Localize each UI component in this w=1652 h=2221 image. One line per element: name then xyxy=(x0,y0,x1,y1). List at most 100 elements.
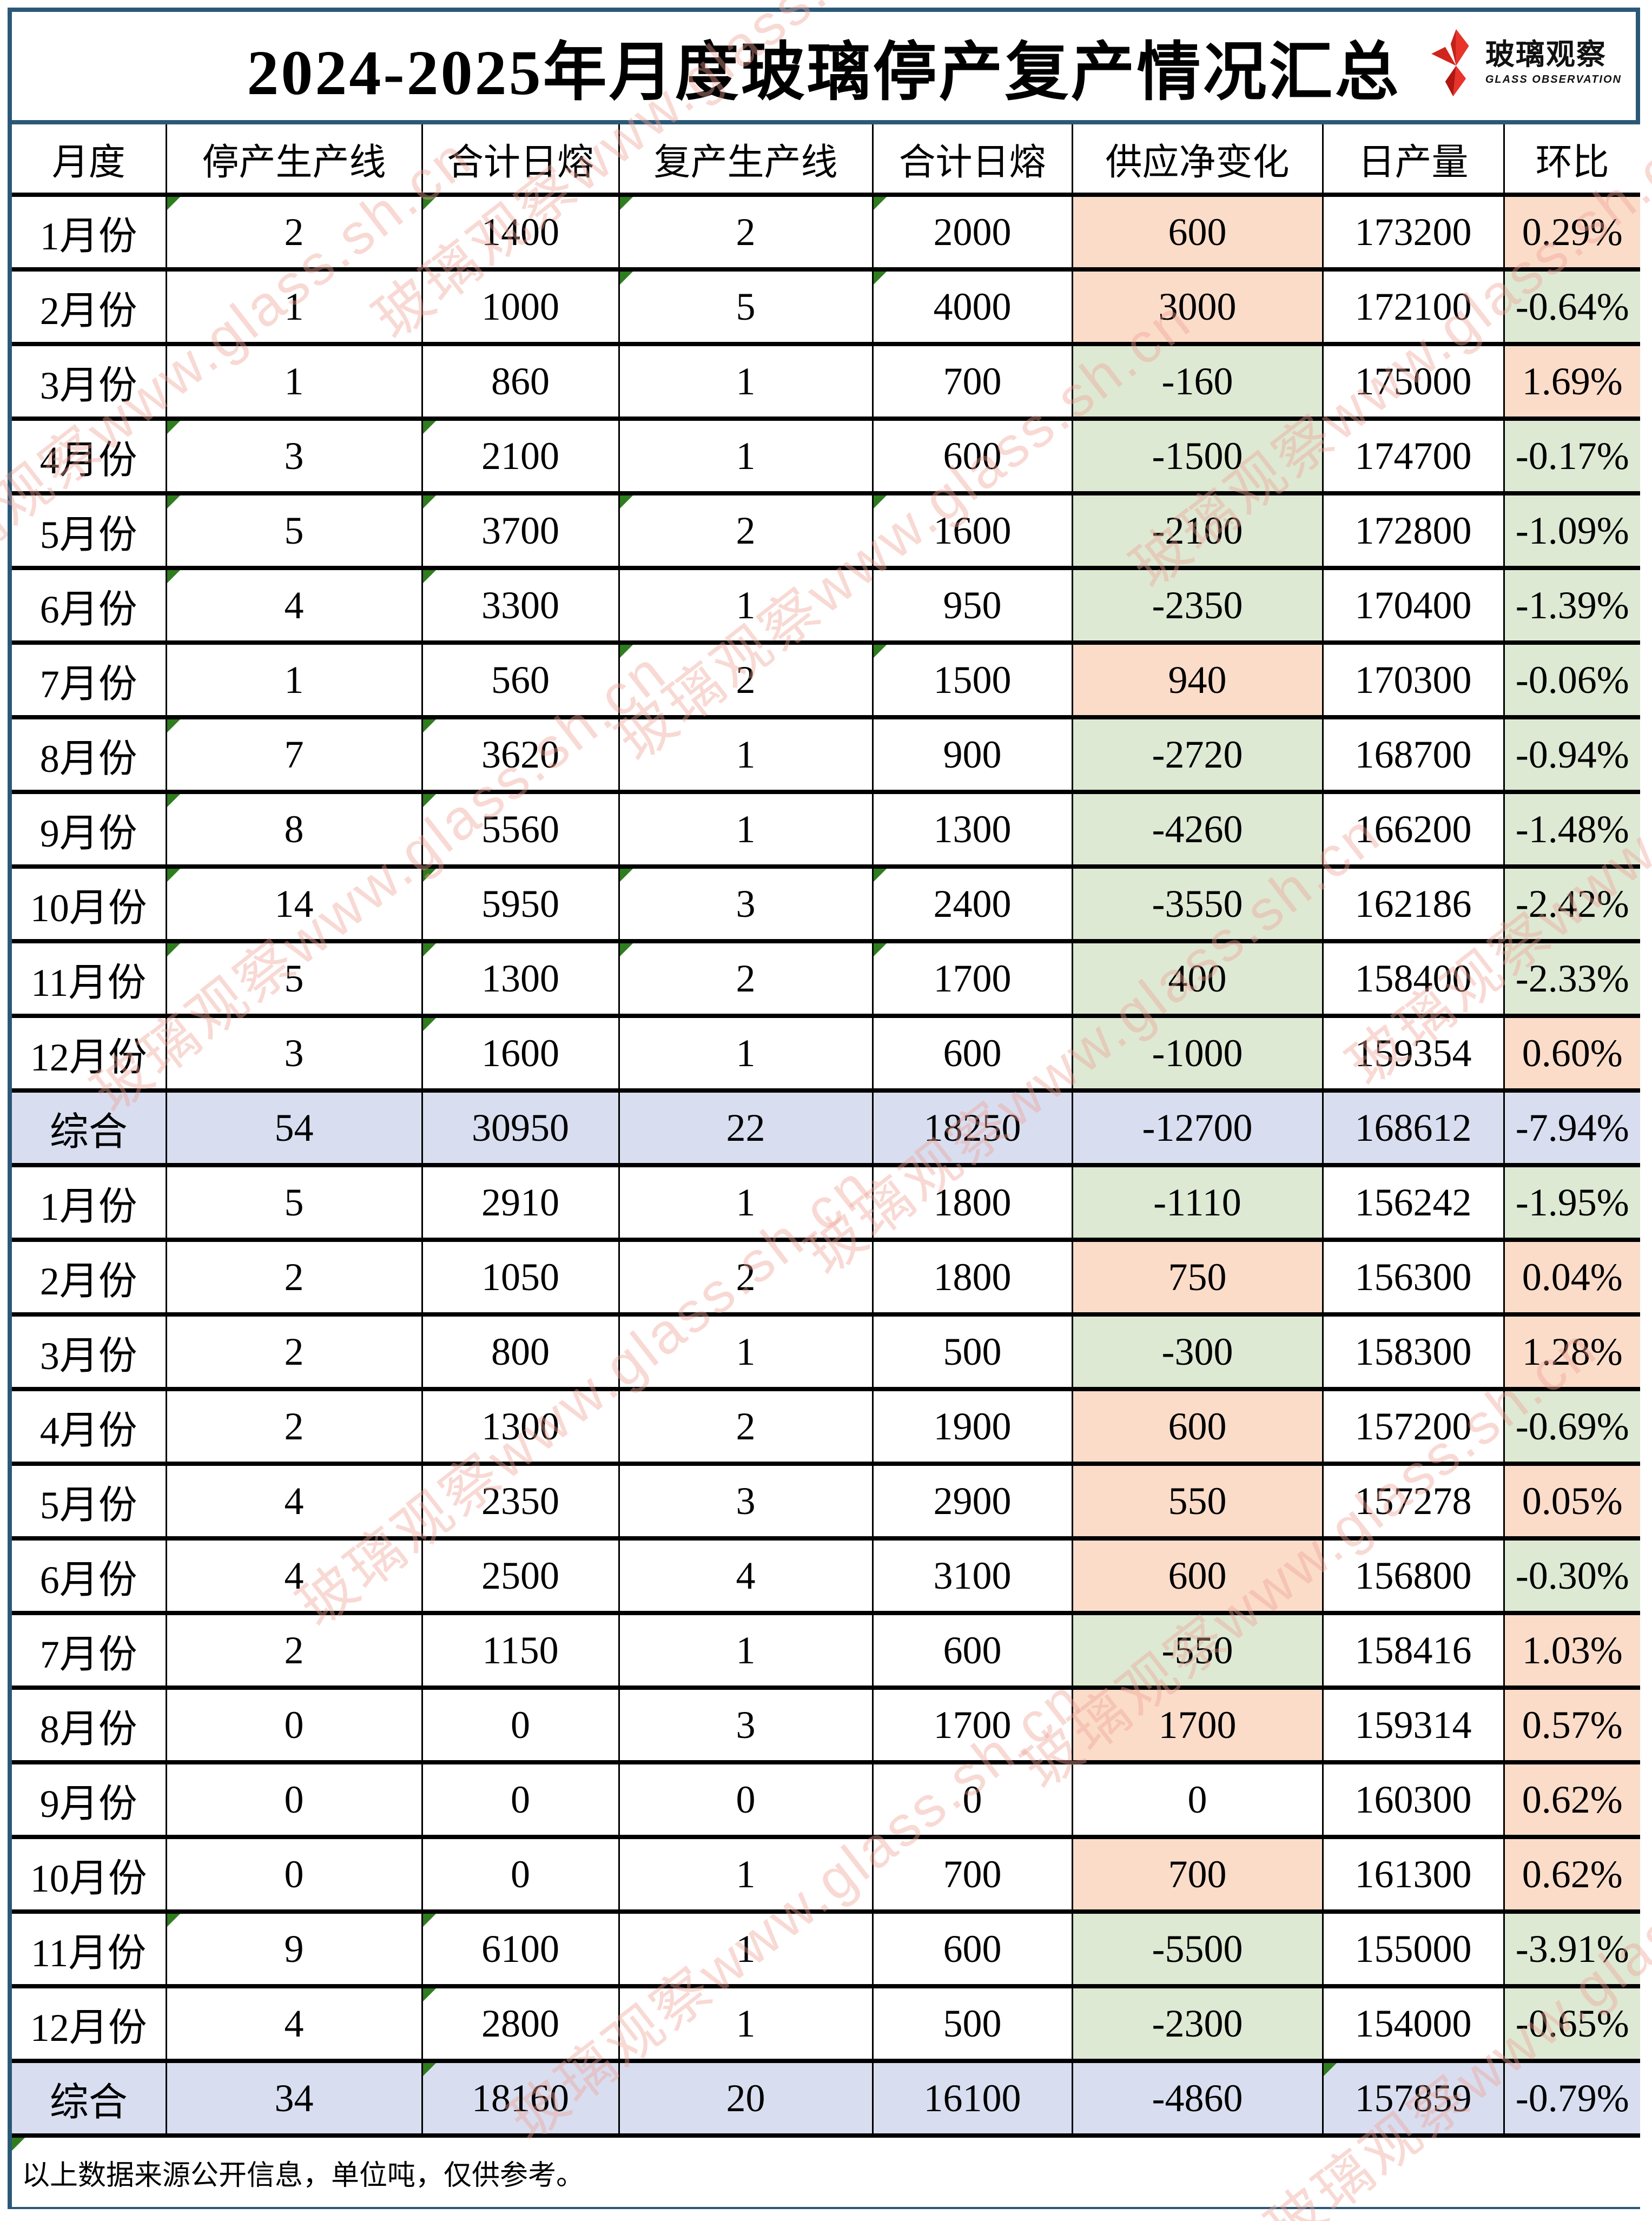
comment-marker-icon xyxy=(12,2138,25,2151)
comment-marker-icon xyxy=(424,794,436,807)
cell-stopped-melt: 1400 xyxy=(421,195,619,269)
cell-stopped-lines: 2 xyxy=(165,1389,422,1464)
cell-stopped-lines: 2 xyxy=(165,1613,422,1688)
table-row: 3月份 2 800 1 500 -300 158300 1.28% xyxy=(12,1314,1640,1389)
cell-month: 2月份 xyxy=(39,289,137,333)
table-row: 综合 34 18160 20 16100 -4860 157859 -0.79% xyxy=(12,2061,1640,2136)
comment-marker-icon xyxy=(424,2063,436,2076)
cell-net-change: -1000 xyxy=(1071,1016,1323,1090)
cell-daily-output: 168700 xyxy=(1321,717,1504,792)
comment-marker-icon xyxy=(424,943,436,956)
cell-stopped-lines: 4 xyxy=(165,568,422,643)
table-row: 2月份 1 1000 5 4000 3000 172100 -0.64% xyxy=(12,269,1640,344)
cell-stopped-lines: 4 xyxy=(165,1986,422,2061)
cell-month: 1月份 xyxy=(39,1185,137,1228)
page-title: 2024-2025年月度玻璃停产复产情况汇总 xyxy=(247,37,1401,108)
cell-month: 8月份 xyxy=(39,1707,137,1751)
cell-stopped-lines: 3 xyxy=(165,419,422,493)
cell-stopped-melt: 2350 xyxy=(421,1464,619,1538)
title-bar: 2024-2025年月度玻璃停产复产情况汇总 玻璃观察 GLASS OBSERV… xyxy=(12,12,1636,124)
cell-stopped-melt: 2910 xyxy=(421,1165,619,1240)
table-row: 12月份 4 2800 1 500 -2300 154000 -0.65% xyxy=(12,1986,1640,2061)
cell-resumed-lines: 1 xyxy=(618,1986,873,2061)
cell-resumed-lines: 2 xyxy=(618,493,873,568)
comment-marker-icon xyxy=(874,272,887,285)
cell-net-change: -2300 xyxy=(1071,1986,1323,2061)
cell-month: 12月份 xyxy=(30,2006,147,2050)
table-row: 1月份 5 2910 1 1800 -1110 156242 -1.95% xyxy=(12,1165,1640,1240)
table-row: 10月份 0 0 1 700 700 161300 0.62% xyxy=(12,1837,1640,1912)
comment-marker-icon xyxy=(620,645,633,658)
cell-resumed-lines: 3 xyxy=(618,867,873,941)
cell-daily-output: 173200 xyxy=(1321,195,1504,269)
cell-resumed-melt: 0 xyxy=(871,1762,1072,1837)
cell-net-change: -5500 xyxy=(1071,1912,1323,1986)
cell-net-change: -1500 xyxy=(1071,419,1323,493)
cell-resumed-lines: 1 xyxy=(618,1912,873,1986)
cell-stopped-melt: 3620 xyxy=(421,717,619,792)
comment-marker-icon xyxy=(424,495,436,508)
cell-stopped-melt: 30950 xyxy=(421,1090,619,1165)
cell-daily-output: 158300 xyxy=(1321,1314,1504,1389)
cell-stopped-lines: 5 xyxy=(165,1165,422,1240)
cell-month: 11月份 xyxy=(31,1931,147,1975)
cell-stopped-melt: 6100 xyxy=(421,1912,619,1986)
cell-stopped-lines: 7 xyxy=(165,717,422,792)
cell-stopped-melt: 1000 xyxy=(421,269,619,344)
cell-net-change: 3000 xyxy=(1071,269,1323,344)
comment-marker-icon xyxy=(620,197,633,210)
table-row: 1月份 2 1400 2 2000 600 173200 0.29% xyxy=(12,195,1640,269)
cell-resumed-melt: 2400 xyxy=(871,867,1072,941)
cell-resumed-melt: 3100 xyxy=(871,1538,1072,1613)
table-row: 11月份 9 6100 1 600 -5500 155000 -3.91% xyxy=(12,1912,1640,1986)
cell-stopped-melt: 2800 xyxy=(421,1986,619,2061)
comment-marker-icon xyxy=(168,943,180,956)
cell-month: 9月份 xyxy=(39,811,137,855)
comment-marker-icon xyxy=(168,495,180,508)
cell-daily-output: 162186 xyxy=(1321,867,1504,941)
cell-net-change: 600 xyxy=(1071,195,1323,269)
cell-stopped-lines: 54 xyxy=(165,1090,422,1165)
table-row: 4月份 3 2100 1 600 -1500 174700 -0.17% xyxy=(12,419,1640,493)
cell-mom: -0.30% xyxy=(1503,1538,1640,1613)
cell-resumed-melt: 600 xyxy=(871,419,1072,493)
comment-marker-icon xyxy=(620,272,633,285)
cell-net-change: 750 xyxy=(1071,1240,1323,1314)
cell-daily-output: 154000 xyxy=(1321,1986,1504,2061)
cell-resumed-melt: 1500 xyxy=(871,643,1072,717)
table-row: 2月份 2 1050 2 1800 750 156300 0.04% xyxy=(12,1240,1640,1314)
cell-resumed-lines: 3 xyxy=(618,1464,873,1538)
cell-resumed-melt: 16100 xyxy=(871,2061,1072,2136)
cell-mom: -0.06% xyxy=(1503,643,1640,717)
cell-month: 4月份 xyxy=(39,438,137,482)
cell-net-change: -3550 xyxy=(1071,867,1323,941)
col-header-net-change: 供应净变化 xyxy=(1071,124,1323,195)
cell-mom: -1.95% xyxy=(1503,1165,1640,1240)
cell-stopped-melt: 1600 xyxy=(421,1016,619,1090)
table-row: 3月份 1 860 1 700 -160 175000 1.69% xyxy=(12,344,1640,419)
cell-stopped-lines: 0 xyxy=(165,1688,422,1762)
footnote-row: 以上数据来源公开信息，单位吨，仅供参考。 xyxy=(12,2136,1640,2207)
cell-mom: 0.62% xyxy=(1503,1762,1640,1837)
brand-logo: 玻璃观察 GLASS OBSERVATION xyxy=(1430,28,1622,97)
cell-stopped-melt: 1050 xyxy=(421,1240,619,1314)
cell-stopped-lines: 0 xyxy=(165,1762,422,1837)
comment-marker-icon xyxy=(424,1988,436,2001)
table-row: 7月份 1 560 2 1500 940 170300 -0.06% xyxy=(12,643,1640,717)
cell-stopped-melt: 2100 xyxy=(421,419,619,493)
cell-daily-output: 157278 xyxy=(1321,1464,1504,1538)
cell-resumed-lines: 1 xyxy=(618,1016,873,1090)
comment-marker-icon xyxy=(874,645,887,658)
cell-mom: 1.69% xyxy=(1503,344,1640,419)
cell-stopped-melt: 860 xyxy=(421,344,619,419)
cell-mom: -2.42% xyxy=(1503,867,1640,941)
cell-stopped-melt: 1150 xyxy=(421,1613,619,1688)
cell-daily-output: 157200 xyxy=(1321,1389,1504,1464)
table-row: 5月份 4 2350 3 2900 550 157278 0.05% xyxy=(12,1464,1640,1538)
cell-daily-output: 157859 xyxy=(1321,2061,1504,2136)
cell-daily-output: 174700 xyxy=(1321,419,1504,493)
cell-resumed-melt: 900 xyxy=(871,717,1072,792)
cell-net-change: 550 xyxy=(1071,1464,1323,1538)
cell-stopped-melt: 0 xyxy=(421,1837,619,1912)
cell-net-change: 700 xyxy=(1071,1837,1323,1912)
